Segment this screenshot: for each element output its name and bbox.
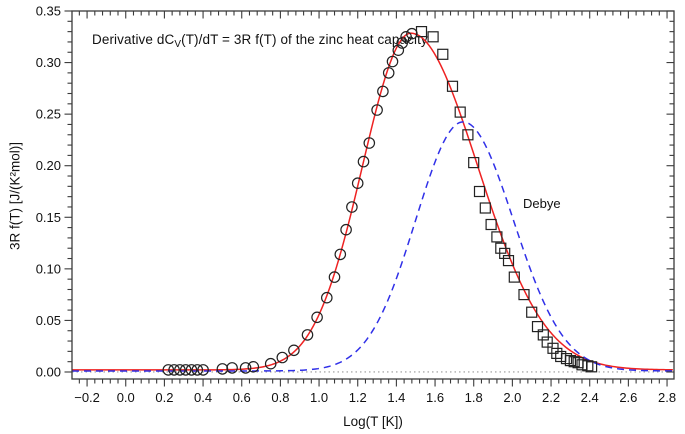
- data-point-circle: [386, 55, 399, 68]
- experimental-rising-points: [162, 27, 418, 376]
- data-point-circle: [340, 223, 352, 236]
- data-point-square: [473, 185, 486, 198]
- data-point-circle: [168, 364, 180, 376]
- data-point-square: [541, 336, 553, 348]
- data-point-circle: [382, 67, 395, 79]
- data-point-square: [537, 329, 549, 341]
- data-point-circle: [191, 364, 204, 376]
- x-tick-label: 1.8: [465, 390, 483, 405]
- data-point-square: [560, 353, 573, 365]
- chart-title-subscript: V: [174, 39, 182, 50]
- x-tick-label: 0.8: [271, 390, 289, 405]
- x-tick-label: 2.0: [503, 390, 521, 405]
- data-point-square: [568, 356, 580, 368]
- data-point-circle: [301, 329, 314, 341]
- debye-curve-label: Debye: [523, 196, 561, 211]
- x-tick-label: 2.6: [619, 390, 637, 405]
- x-tick-label: 0.4: [194, 390, 212, 405]
- x-tick-label: 1.4: [387, 390, 405, 405]
- y-tick-label: 0.30: [36, 55, 61, 70]
- plot-frame: [71, 10, 675, 380]
- x-axis-title: Log(T [K]): [343, 414, 403, 429]
- x-tick-label: 2.4: [581, 390, 599, 405]
- data-point-circle: [400, 30, 412, 43]
- x-tick-label: 0.6: [233, 390, 251, 405]
- x-tick-label: 0.2: [155, 390, 173, 405]
- data-point-square: [502, 255, 515, 267]
- x-tick-label: 1.2: [349, 390, 367, 405]
- x-tick-label: 1.0: [310, 390, 328, 405]
- data-point-circle: [392, 44, 405, 56]
- data-point-circle: [357, 155, 370, 168]
- data-point-square: [508, 271, 520, 283]
- data-point-square: [454, 106, 466, 118]
- data-point-circle: [162, 364, 175, 376]
- data-point-square: [437, 48, 449, 60]
- data-point-square: [531, 321, 544, 333]
- data-point-square: [585, 361, 598, 373]
- debye-curve: [72, 121, 673, 372]
- data-point-circle: [185, 364, 198, 376]
- y-tick-label: 0.15: [36, 210, 61, 225]
- x-tick-label: 2.2: [542, 390, 560, 405]
- data-point-square: [518, 289, 530, 301]
- chart-title: Derivative dCV(T)/dT = 3R f(T) of the zi…: [92, 32, 428, 50]
- x-tick-label: 1.6: [426, 390, 444, 405]
- data-point-square: [468, 157, 480, 169]
- data-point-square: [415, 26, 428, 38]
- data-point-circle: [197, 364, 209, 376]
- zinc-fit-curve: [72, 32, 673, 371]
- y-axis-ticks: 0.00 0.05 0.10 0.15 0.20 0.25 0.30 0.35: [36, 4, 674, 379]
- data-point-square: [526, 306, 538, 318]
- data-point-circle: [239, 362, 252, 374]
- data-point-square: [485, 218, 497, 231]
- x-axis-ticks: −0.2 0.0 0.2 0.4 0.6 0.8 1.0 1.2 1.4 1.6 1.8 2.0 2.2…: [74, 11, 676, 405]
- x-tick-label: −0.2: [74, 390, 100, 405]
- data-point-square: [427, 31, 439, 43]
- data-point-circle: [311, 311, 323, 324]
- y-tick-label: 0.05: [36, 313, 61, 328]
- data-point-circle: [179, 364, 192, 376]
- data-point-circle: [264, 357, 277, 370]
- y-tick-label: 0.25: [36, 107, 61, 122]
- data-point-circle: [174, 364, 186, 376]
- x-tick-label: 2.8: [658, 390, 676, 405]
- data-point-square: [564, 355, 577, 367]
- data-point-circle: [288, 344, 300, 357]
- y-tick-label: 0.20: [36, 158, 61, 173]
- data-point-circle: [328, 271, 341, 283]
- data-point-circle: [363, 137, 376, 149]
- data-point-square: [582, 360, 594, 372]
- data-point-square: [462, 129, 474, 141]
- experimental-falling-points: [415, 26, 598, 373]
- data-point-square: [446, 80, 459, 92]
- data-point-square: [479, 202, 491, 214]
- data-point-circle: [226, 362, 238, 374]
- data-point-circle: [216, 363, 229, 375]
- data-point-circle: [351, 177, 364, 189]
- data-point-circle: [346, 201, 358, 213]
- x-tick-label: 0.0: [117, 390, 135, 405]
- data-point-circle: [247, 360, 260, 373]
- y-tick-label: 0.00: [36, 364, 61, 379]
- chart-title-suffix: (T)/dT = 3R f(T) of the zinc heat capaci…: [181, 32, 428, 47]
- data-point-circle: [377, 85, 389, 98]
- data-point-square: [499, 247, 511, 259]
- data-point-circle: [276, 351, 289, 364]
- chart-title-prefix: Derivative dC: [92, 32, 175, 47]
- data-point-circle: [320, 291, 333, 304]
- y-tick-label: 0.10: [36, 261, 61, 276]
- data-point-circle: [371, 104, 383, 116]
- y-tick-label: 0.35: [36, 4, 61, 19]
- data-point-circle: [334, 248, 347, 261]
- data-point-square: [491, 231, 503, 243]
- data-point-circle: [396, 37, 408, 49]
